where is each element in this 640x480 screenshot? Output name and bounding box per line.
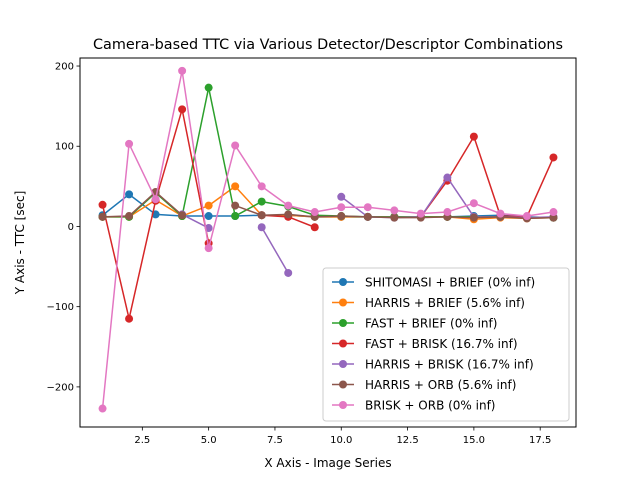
legend-label: HARRIS + BRIEF (5.6% inf)	[365, 296, 525, 310]
legend-label: FAST + BRISK (16.7% inf)	[365, 337, 518, 351]
data-point	[204, 83, 213, 92]
data-point	[125, 212, 134, 221]
data-point	[257, 211, 266, 220]
data-point	[204, 244, 213, 253]
legend: SHITOMASI + BRIEF (0% inf) HARRIS + BRIEF…	[322, 267, 570, 422]
data-point	[204, 212, 213, 221]
x-tick-label: 10.0	[330, 435, 352, 446]
x-tick-label: 17.5	[529, 435, 551, 446]
x-tick-label: 12.5	[396, 435, 418, 446]
data-point	[231, 201, 240, 210]
series-line	[420, 135, 555, 218]
data-point	[125, 139, 134, 148]
y-axis-label: Y Axis - TTC [sec]	[13, 191, 27, 296]
data-point	[125, 314, 134, 323]
data-point	[284, 210, 293, 219]
legend-item: FAST + BRIEF (0% inf)	[332, 317, 497, 331]
legend-item: BRISK + ORB (0% inf)	[332, 399, 496, 413]
y-tick-label: 100	[55, 142, 74, 153]
legend-label: HARRIS + BRISK (16.7% inf)	[365, 358, 534, 372]
y-tick-label: −200	[47, 382, 74, 393]
y-tick-label: −100	[47, 302, 74, 313]
data-point	[257, 182, 266, 191]
data-point	[443, 208, 452, 217]
x-axis-label: X Axis - Image Series	[264, 456, 391, 470]
series-line	[102, 191, 183, 218]
data-point	[178, 66, 187, 75]
legend-marker	[339, 298, 347, 307]
legend-label: BRISK + ORB (0% inf)	[365, 399, 496, 413]
legend-marker	[339, 360, 347, 368]
data-point	[257, 223, 266, 232]
legend-item: FAST + BRISK (16.7% inf)	[332, 337, 518, 351]
data-point	[178, 105, 187, 114]
data-point	[284, 201, 293, 210]
legend-item: HARRIS + BRISK (16.7% inf)	[332, 358, 534, 372]
data-point	[337, 212, 346, 221]
data-point	[469, 213, 478, 222]
legend-marker	[339, 339, 347, 348]
legend-box	[322, 267, 570, 422]
legend-label: SHITOMASI + BRIEF (0% inf)	[365, 276, 535, 290]
series-line	[181, 213, 209, 229]
plot-frame	[79, 57, 577, 428]
x-tick-label: 15.0	[463, 435, 485, 446]
series-line	[261, 226, 289, 274]
series-layer	[98, 66, 558, 413]
data-point	[416, 209, 425, 218]
legend-marker	[339, 380, 347, 389]
data-point	[469, 199, 478, 208]
y-tick-label: 200	[55, 62, 74, 73]
legend-marker	[339, 401, 347, 409]
data-point	[310, 208, 319, 217]
y-tick-label: 0	[68, 222, 74, 233]
data-point	[257, 197, 266, 206]
legend-item: HARRIS + BRIEF (5.6% inf)	[332, 296, 525, 310]
legend-item: HARRIS + ORB (5.6% inf)	[332, 378, 516, 392]
data-point	[98, 200, 107, 209]
legend-label: FAST + BRIEF (0% inf)	[365, 317, 497, 331]
data-point	[549, 153, 558, 162]
x-tick-label: 7.5	[267, 435, 283, 446]
data-point	[178, 211, 187, 220]
legend-item: SHITOMASI + BRIEF (0% inf)	[332, 276, 535, 290]
series-7	[98, 66, 558, 413]
legend-marker	[339, 278, 347, 286]
data-point	[231, 212, 240, 221]
data-point	[337, 192, 346, 201]
chart-title: Camera-based TTC via Various Detector/De…	[93, 37, 563, 53]
data-point	[337, 203, 346, 212]
data-point	[549, 213, 558, 222]
data-point	[390, 206, 399, 215]
data-point	[363, 212, 372, 221]
data-point	[469, 132, 478, 141]
data-point	[231, 182, 240, 191]
data-point	[284, 268, 293, 277]
data-point	[549, 208, 558, 217]
data-point	[310, 223, 319, 232]
data-point	[98, 404, 107, 413]
data-point	[390, 213, 399, 222]
data-point	[125, 190, 134, 199]
series-line	[101, 70, 554, 409]
legend-marker	[339, 319, 347, 327]
data-point	[151, 195, 160, 204]
x-tick-label: 5.0	[201, 435, 217, 446]
x-axis-ticks: 2.5 5.0 7.5 10.0 12.5 15.0 17.5	[134, 427, 551, 446]
data-point	[522, 212, 531, 221]
x-tick-label: 2.5	[134, 435, 150, 446]
data-point	[363, 203, 372, 212]
y-axis-ticks: −200 −100 0 100 200	[47, 62, 80, 393]
legend-label: HARRIS + ORB (5.6% inf)	[365, 378, 516, 392]
data-point	[98, 212, 107, 221]
data-point	[443, 173, 452, 182]
data-point	[496, 209, 505, 218]
data-point	[231, 141, 240, 150]
data-point	[204, 201, 213, 210]
